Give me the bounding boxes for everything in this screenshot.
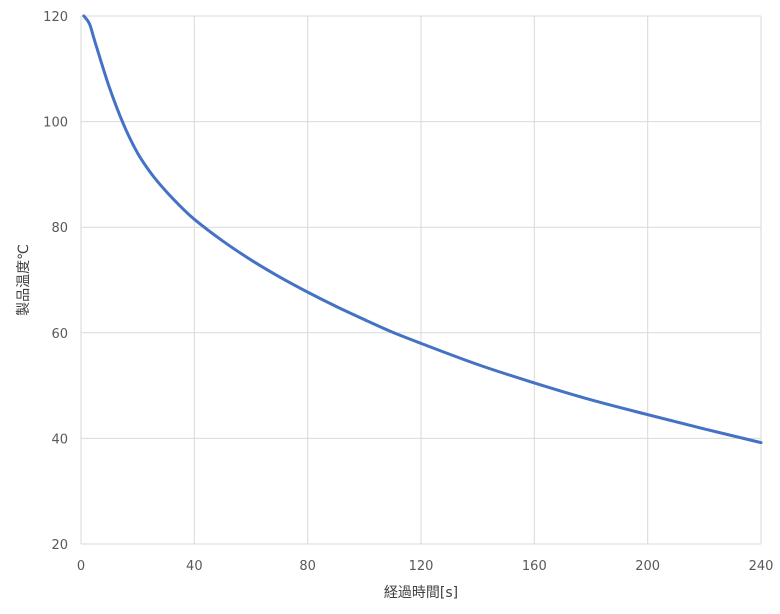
temperature-series-line	[82, 14, 763, 445]
x-tick-label: 200	[635, 559, 660, 574]
y-tick-label: 40	[51, 432, 68, 447]
y-axis-ticks: 20 40 60 80 100 120	[43, 10, 68, 553]
x-tick-label: 0	[77, 559, 85, 574]
y-axis-title: 製品温度℃	[16, 244, 32, 316]
series-layer	[82, 14, 763, 445]
y-tick-label: 80	[51, 221, 68, 236]
x-axis-ticks: 0 40 80 120 160 200 240	[77, 559, 774, 574]
y-tick-label: 20	[51, 538, 68, 553]
x-tick-label: 80	[299, 559, 316, 574]
y-tick-label: 60	[51, 327, 68, 342]
x-axis-title: 経過時間[s]	[384, 585, 458, 601]
y-tick-label: 100	[43, 116, 68, 131]
y-tick-label: 120	[43, 10, 68, 25]
x-tick-label: 40	[186, 559, 203, 574]
gridlines	[80, 15, 762, 545]
x-tick-label: 240	[749, 559, 774, 574]
x-tick-label: 160	[522, 559, 547, 574]
x-tick-label: 120	[409, 559, 434, 574]
